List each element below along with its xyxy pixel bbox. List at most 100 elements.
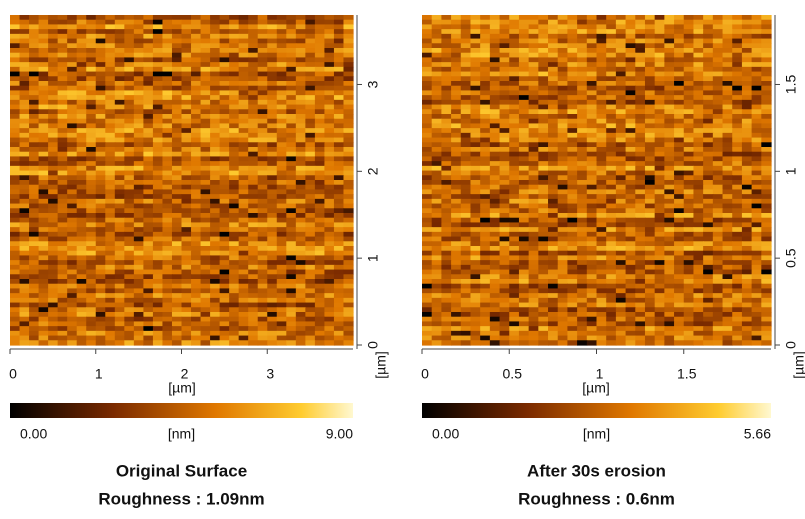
pixel bbox=[324, 199, 334, 204]
pixel bbox=[239, 279, 249, 284]
pixel bbox=[239, 152, 249, 157]
pixel bbox=[172, 288, 182, 293]
pixel bbox=[597, 105, 607, 110]
pixel bbox=[577, 288, 587, 293]
pixel bbox=[343, 20, 353, 25]
pixel bbox=[752, 147, 762, 152]
pixel bbox=[461, 67, 471, 72]
pixel bbox=[191, 204, 201, 209]
pixel bbox=[296, 53, 306, 58]
pixel bbox=[635, 312, 645, 317]
pixel bbox=[742, 312, 752, 317]
pixel bbox=[191, 100, 201, 105]
pixel bbox=[761, 246, 771, 251]
pixel bbox=[509, 81, 519, 86]
pixel bbox=[105, 237, 115, 242]
pixel bbox=[277, 312, 287, 317]
pixel bbox=[519, 312, 529, 317]
pixel bbox=[655, 29, 665, 34]
pixel bbox=[490, 95, 500, 100]
pixel bbox=[742, 204, 752, 209]
pixel bbox=[441, 321, 451, 326]
pixel bbox=[684, 321, 694, 326]
pixel bbox=[713, 260, 723, 265]
pixel bbox=[201, 15, 211, 20]
pixel bbox=[29, 326, 39, 331]
pixel bbox=[210, 265, 220, 270]
pixel bbox=[567, 241, 577, 246]
pixel bbox=[684, 227, 694, 232]
pixel bbox=[500, 303, 510, 308]
pixel bbox=[315, 76, 325, 81]
pixel bbox=[509, 199, 519, 204]
pixel bbox=[201, 213, 211, 218]
pixel bbox=[752, 53, 762, 58]
pixel bbox=[10, 29, 20, 34]
pixel bbox=[664, 34, 674, 39]
pixel bbox=[10, 213, 20, 218]
pixel bbox=[635, 53, 645, 58]
pixel bbox=[315, 34, 325, 39]
pixel bbox=[597, 312, 607, 317]
pixel bbox=[441, 204, 451, 209]
pixel bbox=[626, 161, 636, 166]
pixel bbox=[153, 265, 163, 270]
pixel bbox=[587, 147, 597, 152]
pixel bbox=[343, 15, 353, 20]
pixel bbox=[664, 222, 674, 227]
pixel bbox=[655, 57, 665, 62]
pixel bbox=[529, 100, 539, 105]
pixel bbox=[432, 251, 442, 256]
pixel bbox=[239, 317, 249, 322]
pixel bbox=[548, 15, 558, 20]
pixel bbox=[500, 152, 510, 157]
pixel bbox=[162, 86, 172, 91]
pixel bbox=[162, 241, 172, 246]
pixel bbox=[134, 307, 144, 312]
pixel bbox=[77, 105, 87, 110]
pixel bbox=[480, 270, 490, 275]
pixel bbox=[39, 156, 49, 161]
pixel bbox=[742, 232, 752, 237]
pixel bbox=[29, 39, 39, 44]
pixel bbox=[655, 76, 665, 81]
pixel bbox=[441, 100, 451, 105]
pixel bbox=[96, 303, 106, 308]
pixel bbox=[172, 208, 182, 213]
pixel bbox=[162, 208, 172, 213]
pixel bbox=[143, 293, 153, 298]
pixel bbox=[548, 95, 558, 100]
pixel bbox=[432, 48, 442, 53]
pixel bbox=[674, 53, 684, 58]
pixel bbox=[567, 128, 577, 133]
pixel bbox=[490, 67, 500, 72]
pixel bbox=[490, 204, 500, 209]
pixel bbox=[635, 274, 645, 279]
pixel bbox=[48, 72, 58, 77]
pixel bbox=[39, 303, 49, 308]
pixel bbox=[277, 293, 287, 298]
pixel bbox=[635, 156, 645, 161]
pixel bbox=[96, 298, 106, 303]
pixel bbox=[20, 48, 30, 53]
pixel bbox=[182, 72, 192, 77]
pixel bbox=[664, 204, 674, 209]
pixel bbox=[248, 123, 258, 128]
pixel bbox=[732, 265, 742, 270]
pixel bbox=[538, 284, 548, 289]
pixel bbox=[461, 317, 471, 322]
pixel bbox=[548, 293, 558, 298]
pixel bbox=[742, 57, 752, 62]
pixel bbox=[286, 274, 296, 279]
pixel bbox=[645, 166, 655, 171]
pixel bbox=[115, 67, 125, 72]
pixel bbox=[509, 293, 519, 298]
pixel bbox=[529, 105, 539, 110]
pixel bbox=[655, 105, 665, 110]
pixel bbox=[500, 76, 510, 81]
pixel bbox=[20, 166, 30, 171]
pixel bbox=[548, 284, 558, 289]
pixel bbox=[67, 86, 77, 91]
pixel bbox=[519, 128, 529, 133]
pixel bbox=[229, 76, 239, 81]
